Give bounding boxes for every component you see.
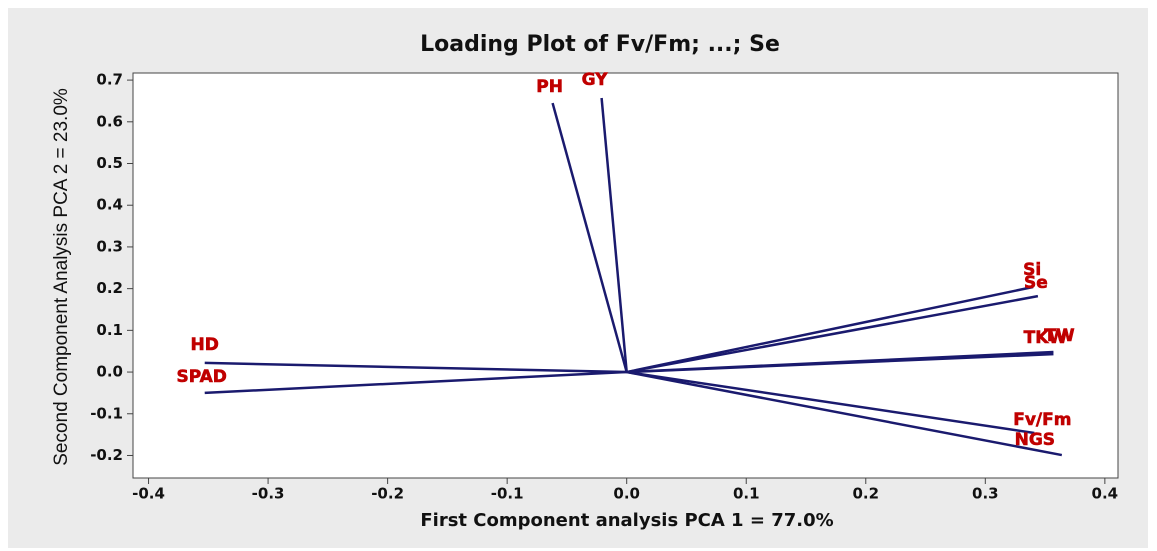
x-axis-label: First Component analysis PCA 1 = 77.0% (420, 510, 833, 531)
vector-label: PH (536, 77, 563, 97)
y-tick-label: -0.2 (90, 446, 123, 464)
loading-vector (600, 97, 628, 373)
vector-label: TW (1044, 326, 1075, 346)
y-tick-label: 0.1 (96, 321, 123, 339)
plot-area (132, 72, 1119, 479)
y-tick-label: 0.7 (96, 71, 123, 89)
vector-label: Fv/Fm (1013, 410, 1071, 430)
loading-vector (204, 370, 627, 395)
y-axis-label: Second Component Analysis PCA 2 = 23.0% (51, 88, 72, 466)
y-tick-label: 0.6 (96, 112, 123, 130)
x-tick-label: 0.3 (972, 485, 999, 503)
loading-vector (626, 370, 1035, 435)
y-tick-label: 0.3 (96, 237, 123, 255)
vector-label: Se (1024, 273, 1048, 293)
loading-vector (626, 370, 1063, 457)
y-tick-label: 0.2 (96, 279, 123, 297)
loading-vector (204, 361, 627, 374)
x-tick-label: 0.2 (852, 485, 879, 503)
vector-label: SPAD (177, 367, 227, 387)
x-tick-label: 0.4 (1092, 485, 1119, 503)
vector-label: HD (191, 335, 219, 355)
loading-vector (551, 102, 628, 373)
loading-vector (626, 285, 1034, 374)
x-tick-label: 0.0 (613, 485, 640, 503)
y-tick-label: 0.0 (96, 363, 123, 381)
vector-label: TKW (1024, 328, 1068, 348)
vector-label: GY (582, 70, 609, 90)
chart-title: Loading Plot of Fv/Fm; ...; Se (420, 32, 780, 57)
x-tick-label: 0.1 (733, 485, 760, 503)
loading-vector (626, 350, 1054, 374)
vector-label: Si (1023, 260, 1041, 280)
x-tick-label: -0.4 (132, 485, 165, 503)
x-tick-label: -0.2 (371, 485, 404, 503)
x-tick-label: -0.1 (491, 485, 524, 503)
vector-label: NGS (1015, 430, 1055, 450)
y-tick-label: 0.5 (96, 154, 123, 172)
x-tick-label: -0.3 (252, 485, 285, 503)
y-tick-label: -0.1 (90, 404, 123, 422)
y-tick-label: 0.4 (96, 196, 123, 214)
loading-vector (626, 294, 1039, 374)
